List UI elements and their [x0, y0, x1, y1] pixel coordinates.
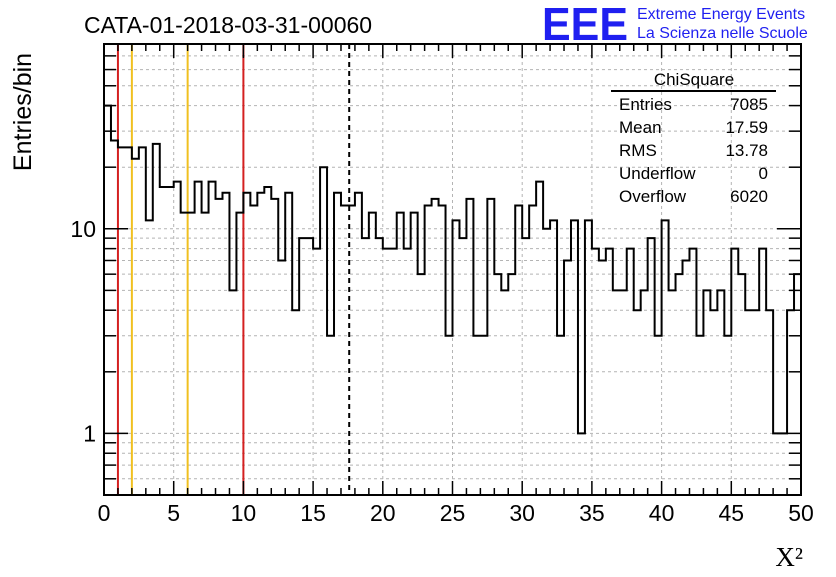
stats-value-rms: 13.78 [725, 141, 768, 160]
x-tick-label: 0 [98, 500, 111, 526]
stats-value-mean: 17.59 [725, 118, 768, 137]
x-axis-label: X² [775, 542, 803, 572]
x-tick-label: 40 [649, 500, 675, 526]
x-tick-label: 35 [579, 500, 605, 526]
stats-value-underflow: 0 [759, 164, 768, 183]
x-tick-label: 5 [167, 500, 180, 526]
x-tick-label: 45 [719, 500, 745, 526]
stats-title: ChiSquare [654, 70, 734, 89]
chart-title: CATA-01-2018-03-31-00060 [84, 12, 372, 38]
stats-label-mean: Mean [619, 118, 662, 137]
x-tick-label: 50 [788, 500, 814, 526]
logo-line1: Extreme Energy Events [637, 6, 805, 23]
y-axis-label: Entries/bin [9, 53, 37, 171]
axis-ticks [103, 43, 802, 496]
marker-lines [116, 44, 351, 495]
stats-label-underflow: Underflow [619, 164, 696, 183]
eee-logo: EEE Extreme Energy Events La Scienza nel… [542, 0, 808, 50]
logo-letters: EEE [542, 0, 628, 50]
stats-value-overflow: 6020 [730, 187, 768, 206]
stats-label-entries: Entries [619, 95, 672, 114]
histogram-line [104, 104, 801, 435]
x-tick-label: 30 [509, 500, 535, 526]
stats-label-rms: RMS [619, 141, 657, 160]
stats-label-overflow: Overflow [619, 187, 687, 206]
x-tick-label: 25 [440, 500, 466, 526]
stats-value-entries: 7085 [730, 95, 768, 114]
tick-labels: 0 5 10 15 20 25 30 35 40 45 50 1 10 [70, 216, 813, 526]
y-tick-label: 1 [83, 420, 96, 446]
x-tick-label: 15 [300, 500, 326, 526]
logo-line2: La Scienza nelle Scuole [637, 25, 808, 42]
x-tick-label: 10 [231, 500, 257, 526]
stats-box: ChiSquare Entries 7085 Mean 17.59 RMS 13… [611, 70, 776, 206]
x-tick-label: 20 [370, 500, 396, 526]
y-tick-label: 10 [70, 216, 96, 242]
